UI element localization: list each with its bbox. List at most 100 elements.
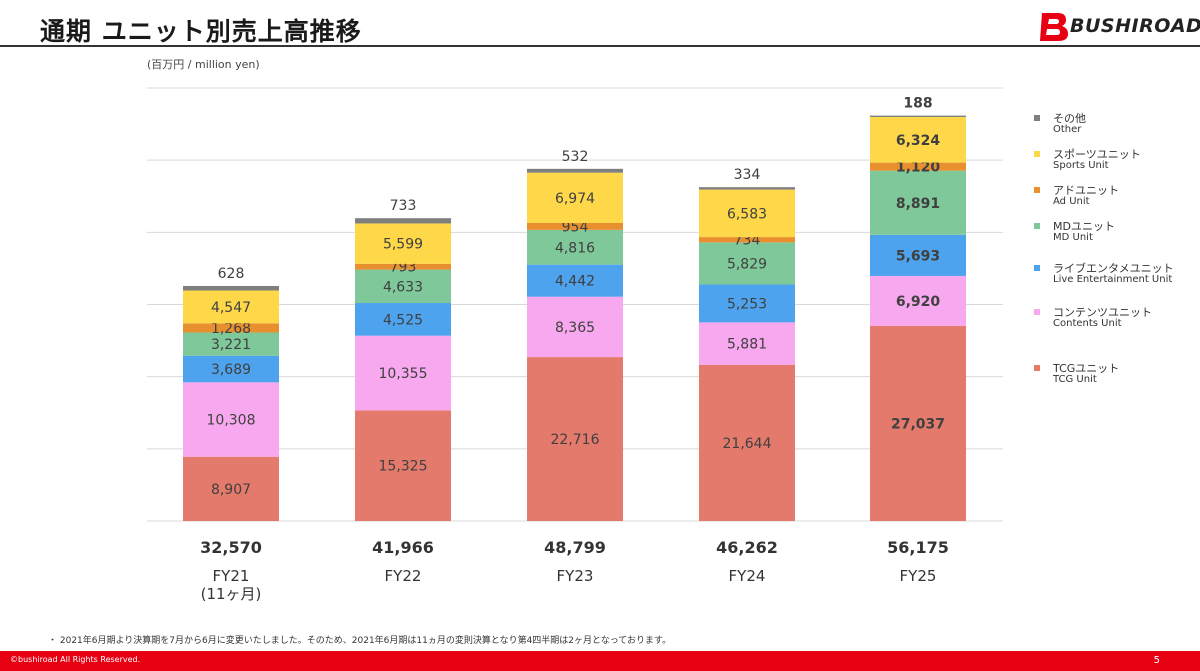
- legend-label-en: Ad Unit: [1053, 196, 1090, 207]
- page-number: 5: [1153, 655, 1160, 666]
- bar-segment: [355, 303, 451, 336]
- bar-segment: [699, 242, 795, 285]
- data-label: 4,547: [211, 300, 251, 316]
- footnote: ・ 2021年6月期より決算期を7月から6月に変更いたしました。そのため、202…: [48, 636, 672, 646]
- bar-segment: [183, 290, 279, 324]
- data-label: 3,689: [211, 362, 251, 378]
- data-label: 8,891: [896, 196, 940, 212]
- legend-label-en: Sports Unit: [1053, 160, 1109, 171]
- bar-segment: [355, 223, 451, 264]
- unit-note: (百万円 / million yen): [147, 58, 260, 71]
- data-label: 5,881: [727, 337, 767, 353]
- legend-swatch: [1034, 115, 1040, 121]
- bar-segment: [355, 410, 451, 521]
- legend-swatch: [1034, 309, 1040, 315]
- bar-segment: [355, 263, 451, 270]
- bar-segment: [699, 189, 795, 238]
- bar-segment: [183, 355, 279, 383]
- category-label: FY23: [557, 567, 594, 585]
- bushiroad-logo-icon: [1040, 13, 1068, 41]
- legend-label-en: Other: [1053, 124, 1082, 135]
- bar-segment: [527, 229, 623, 265]
- total-label: 46,262: [716, 538, 778, 557]
- legend-swatch: [1034, 187, 1040, 193]
- data-label: 188: [903, 96, 932, 112]
- bar-segment: [870, 170, 966, 235]
- bar-segment: [183, 382, 279, 457]
- data-label: 4,816: [555, 240, 595, 256]
- data-label: 10,355: [379, 366, 428, 382]
- bar-segment: [870, 116, 966, 163]
- data-label: 6,974: [555, 191, 595, 207]
- category-label: FY24: [729, 567, 766, 585]
- data-label: 532: [562, 149, 589, 165]
- data-label: 628: [218, 266, 245, 282]
- bar-segment: [527, 223, 623, 230]
- data-label: 1,268: [211, 321, 251, 337]
- total-label: 48,799: [544, 538, 606, 557]
- data-label: 21,644: [723, 436, 772, 452]
- bar-segment: [870, 275, 966, 326]
- bar-segment: [183, 332, 279, 356]
- category-label: FY25: [900, 567, 937, 585]
- data-label: 1,120: [896, 160, 941, 176]
- data-label: 6,583: [727, 206, 767, 222]
- footer-bar: ©bushiroad All Rights Reserved. 5: [0, 651, 1200, 671]
- data-label: 8,907: [211, 482, 251, 498]
- total-label: 32,570: [200, 538, 262, 557]
- bar-segment: [527, 264, 623, 297]
- bar-segment: [699, 237, 795, 243]
- data-label: 6,324: [896, 133, 941, 149]
- data-label: 334: [734, 167, 761, 183]
- legend-swatch: [1034, 265, 1040, 271]
- legend-label-jp: TCGユニット: [1053, 362, 1120, 375]
- legend-swatch: [1034, 223, 1040, 229]
- bar-segment: [527, 172, 623, 224]
- data-label: 27,037: [891, 416, 945, 432]
- total-label: 56,175: [887, 538, 949, 557]
- data-label: 5,253: [727, 296, 767, 312]
- data-label: 4,525: [383, 312, 423, 328]
- legend-label-en: MD Unit: [1053, 232, 1093, 243]
- category-label: FY22: [385, 567, 422, 585]
- legend-label-jp: MDユニット: [1053, 220, 1115, 233]
- data-label: 5,693: [896, 248, 940, 264]
- bar-segment: [183, 456, 279, 521]
- legend-label-en: Live Entertainment Unit: [1053, 274, 1173, 285]
- legend-label-jp: アドユニット: [1053, 184, 1119, 197]
- page-title: 通期 ユニット別売上高推移: [40, 17, 362, 46]
- bar-segment: [527, 357, 623, 521]
- legend-swatch: [1034, 365, 1040, 371]
- legend-label-en: TCG Unit: [1053, 374, 1097, 385]
- data-label: 10,308: [207, 413, 256, 429]
- bar-segment: [870, 325, 966, 521]
- bar-segment: [699, 187, 795, 190]
- bar-segment: [355, 218, 451, 224]
- data-label: 6,920: [896, 294, 941, 310]
- data-label: 733: [390, 198, 417, 214]
- bar-segment: [183, 323, 279, 333]
- legend-label-jp: その他: [1053, 112, 1086, 125]
- data-label: 15,325: [379, 459, 428, 475]
- copyright-text: ©bushiroad All Rights Reserved.: [10, 655, 141, 664]
- bushiroad-logo: BUSHIROAD: [1038, 8, 1200, 44]
- total-label: 41,966: [372, 538, 434, 557]
- data-label: 3,221: [211, 337, 251, 353]
- title-divider: [0, 45, 1200, 47]
- legend-label-en: Contents Unit: [1053, 318, 1122, 329]
- bar-segment: [355, 335, 451, 411]
- data-label: 8,365: [555, 320, 595, 336]
- bar-segment: [870, 115, 966, 117]
- data-label: 22,716: [551, 432, 600, 448]
- data-label: 4,633: [383, 279, 423, 295]
- legend-label-jp: ライブエンタメユニット: [1053, 262, 1174, 275]
- legend-label-jp: スポーツユニット: [1053, 148, 1141, 161]
- bar-segment: [527, 168, 623, 173]
- category-sublabel: (11ヶ月): [201, 585, 262, 603]
- logo-text: BUSHIROAD: [1070, 15, 1200, 37]
- data-label: 5,599: [383, 237, 423, 253]
- bar-segment: [699, 284, 795, 323]
- data-label: 5,829: [727, 256, 767, 272]
- bar-segment: [183, 285, 279, 291]
